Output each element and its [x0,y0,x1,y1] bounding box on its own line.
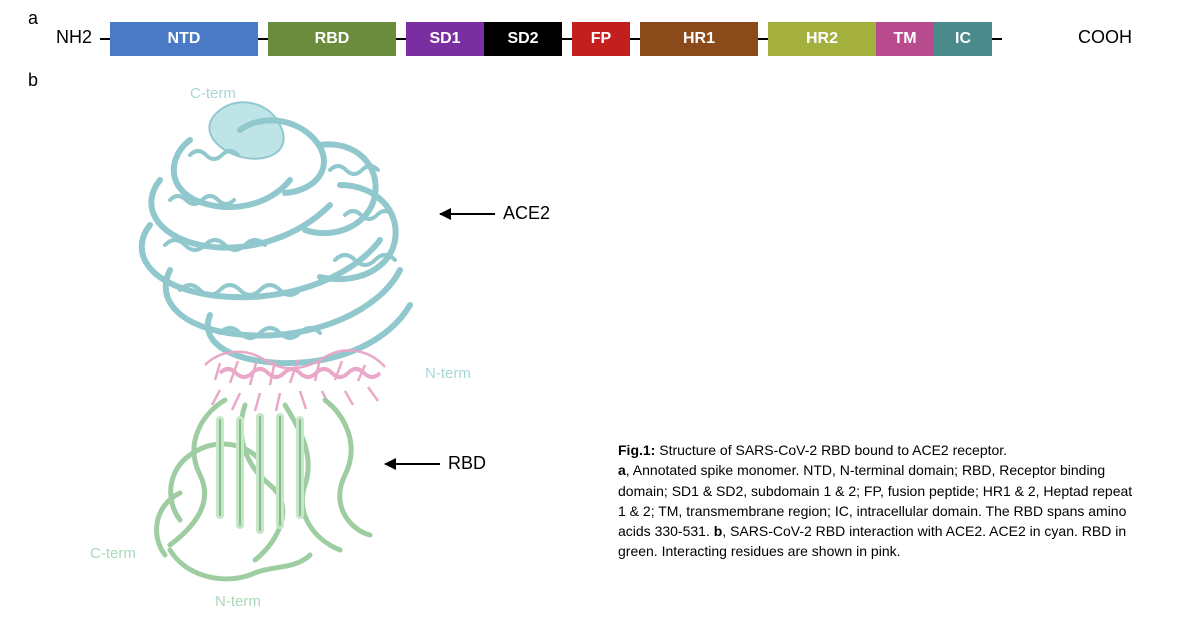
connector [100,38,110,40]
caption-title: Structure of SARS-CoV-2 RBD bound to ACE… [655,442,1007,458]
domain-sd2: SD2 [484,22,562,56]
figure-caption: Fig.1: Structure of SARS-CoV-2 RBD bound… [618,440,1138,562]
domain-rbd: RBD [268,22,396,56]
cterm-left-label: C-term [90,545,136,562]
panel-b-label: b [28,70,38,91]
nterm-bot-label: N-term [215,593,261,610]
cooh-label: COOH [1078,27,1132,48]
nterm-right-label: N-term [425,365,471,382]
structure-figure: C-term ACE2 N-term RBD C-term N-term [70,85,570,625]
domain-bar: NTD RBD SD1 SD2 FP HR1 HR2 TM IC [100,22,1002,56]
domain-sd1: SD1 [406,22,484,56]
caption-fig-label: Fig.1: [618,442,655,458]
domain-hr1: HR1 [640,22,758,56]
cterm-top-label: C-term [190,85,236,102]
rbd-arrow-label: RBD [385,453,486,474]
domain-ntd: NTD [110,22,258,56]
domain-ic: IC [934,22,992,56]
connector [630,38,640,40]
connector [562,38,572,40]
caption-b-label: b [714,523,723,539]
connector [992,38,1002,40]
connector [258,38,268,40]
domain-hr2: HR2 [768,22,876,56]
connector [758,38,768,40]
domain-tm: TM [876,22,934,56]
connector [396,38,406,40]
protein-structure-svg [70,85,570,625]
nh2-label: NH2 [56,27,92,48]
ace2-arrow-label: ACE2 [440,203,550,224]
arrow-icon [440,213,495,215]
domain-fp: FP [572,22,630,56]
caption-a-label: a [618,462,626,478]
panel-a-label: a [28,8,38,29]
rbd-ribbon [157,400,370,579]
ace2-text: ACE2 [503,203,550,224]
interface-residues [205,350,385,411]
ace2-ribbon [142,102,410,363]
rbd-text: RBD [448,453,486,474]
arrow-icon [385,463,440,465]
